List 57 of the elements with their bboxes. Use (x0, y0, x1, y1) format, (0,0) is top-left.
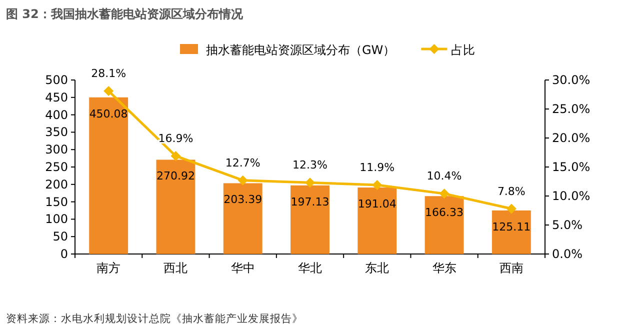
bar (424, 196, 464, 254)
data-label: 197.13 (290, 195, 330, 208)
bar (156, 160, 196, 254)
data-label: 270.92 (156, 170, 195, 183)
bar (358, 188, 397, 254)
x-tick-label: 东北 (365, 261, 390, 275)
y-tick-label: 100 (45, 212, 68, 226)
y-tick-label: 0 (60, 247, 68, 261)
bar (223, 183, 262, 254)
bar (492, 210, 531, 254)
y2-tick-label: 25.0% (552, 102, 590, 116)
legend-label: 占比 (451, 43, 476, 57)
data-label: 203.39 (224, 193, 262, 206)
data-label: 450.08 (89, 107, 128, 120)
x-tick-label: 华东 (432, 261, 456, 275)
y-tick-label: 250 (45, 160, 68, 174)
x-tick-label: 西南 (499, 261, 524, 275)
y-tick-label: 200 (45, 177, 68, 192)
bar (89, 97, 128, 254)
text: 资料来源：水电水利规划设计总院《抽水蓄能产业发展报告》 (6, 312, 303, 325)
x-tick-label: 西北 (164, 261, 188, 275)
data-label: 7.8% (497, 184, 526, 198)
y-tick-label: 500 (45, 73, 68, 87)
y2-tick-label: 5.0% (552, 218, 582, 232)
y-tick-label: 50 (52, 230, 68, 244)
x-tick-label: 华北 (298, 261, 322, 275)
point (238, 175, 248, 186)
legend-label: 抽水蓄能电站资源区域分布（GW） (206, 43, 396, 57)
data-label: 28.1% (91, 67, 126, 80)
y2-tick-label: 0.0% (552, 247, 582, 261)
data-label: 10.4% (426, 170, 462, 183)
point (506, 204, 516, 214)
y2-tick-label: 30.0% (552, 73, 590, 87)
data-label: 125.11 (492, 220, 531, 234)
y-tick-label: 300 (45, 142, 68, 157)
point (372, 180, 382, 190)
data-label: 166.33 (425, 206, 464, 220)
y-tick-label: 400 (45, 108, 68, 122)
y-tick-label: 150 (45, 194, 68, 209)
point (305, 178, 315, 188)
point (439, 188, 450, 199)
data-label: 16.9% (158, 132, 194, 145)
bar (290, 185, 330, 254)
y-tick-label: 450 (45, 90, 68, 104)
x-tick-label: 南方 (96, 261, 121, 275)
y2-tick-label: 20.0% (552, 131, 590, 145)
point (170, 150, 181, 161)
data-label: 12.7% (225, 156, 260, 170)
y2-tick-label: 10.0% (552, 189, 590, 203)
data-label: 12.3% (292, 158, 328, 172)
x-tick-label: 华中 (230, 261, 255, 275)
y-tick-label: 350 (45, 125, 68, 140)
chart-title: 图 32：我国抽水蓄能电站资源区域分布情况 (6, 7, 244, 21)
data-label: 191.04 (358, 198, 396, 211)
data-label: 11.9% (360, 160, 395, 174)
y2-tick-label: 15.0% (552, 160, 590, 174)
point (104, 86, 114, 96)
